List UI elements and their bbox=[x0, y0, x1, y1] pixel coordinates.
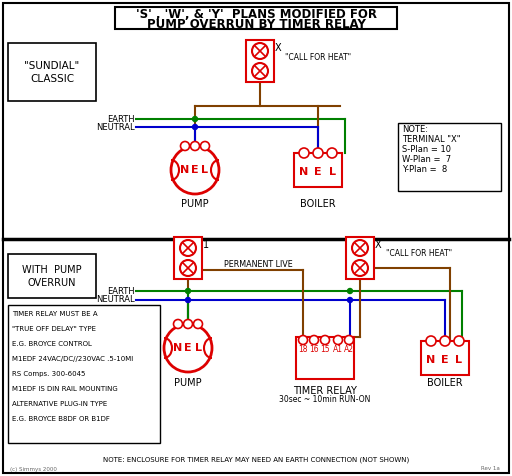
Text: A1: A1 bbox=[333, 346, 343, 355]
FancyBboxPatch shape bbox=[246, 40, 274, 82]
Text: OVERRUN: OVERRUN bbox=[28, 278, 76, 288]
Circle shape bbox=[352, 240, 368, 256]
Text: NOTE:: NOTE: bbox=[402, 126, 428, 135]
Text: CLASSIC: CLASSIC bbox=[30, 74, 74, 84]
Text: PERMANENT LIVE: PERMANENT LIVE bbox=[224, 260, 292, 269]
Circle shape bbox=[181, 141, 189, 150]
Circle shape bbox=[193, 117, 198, 121]
Text: "SUNDIAL": "SUNDIAL" bbox=[25, 61, 80, 71]
Text: PUMP: PUMP bbox=[174, 378, 202, 388]
Circle shape bbox=[193, 125, 198, 129]
Text: X: X bbox=[275, 43, 282, 53]
Circle shape bbox=[440, 336, 450, 346]
Text: E: E bbox=[441, 355, 449, 365]
Circle shape bbox=[185, 298, 190, 303]
Circle shape bbox=[321, 336, 330, 345]
Text: NEUTRAL: NEUTRAL bbox=[96, 296, 135, 305]
FancyBboxPatch shape bbox=[8, 43, 96, 101]
Text: "CALL FOR HEAT": "CALL FOR HEAT" bbox=[285, 53, 351, 62]
Circle shape bbox=[348, 288, 352, 294]
FancyBboxPatch shape bbox=[174, 237, 202, 279]
Text: "CALL FOR HEAT": "CALL FOR HEAT" bbox=[386, 249, 452, 258]
Circle shape bbox=[352, 260, 368, 276]
Text: EARTH: EARTH bbox=[108, 115, 135, 123]
Text: L: L bbox=[456, 355, 462, 365]
FancyBboxPatch shape bbox=[294, 153, 342, 187]
Circle shape bbox=[252, 43, 268, 59]
Text: BOILER: BOILER bbox=[427, 378, 463, 388]
Text: PUMP OVERRUN BY TIMER RELAY: PUMP OVERRUN BY TIMER RELAY bbox=[146, 18, 366, 30]
Circle shape bbox=[348, 298, 352, 303]
Text: 30sec ~ 10min RUN-ON: 30sec ~ 10min RUN-ON bbox=[280, 396, 371, 405]
Circle shape bbox=[180, 240, 196, 256]
Text: NEUTRAL: NEUTRAL bbox=[96, 122, 135, 131]
Circle shape bbox=[313, 148, 323, 158]
Text: N: N bbox=[174, 343, 183, 353]
FancyBboxPatch shape bbox=[421, 341, 469, 375]
Text: PUMP: PUMP bbox=[181, 199, 209, 209]
Text: TIMER RELAY: TIMER RELAY bbox=[293, 386, 357, 396]
Text: A2: A2 bbox=[344, 346, 354, 355]
Circle shape bbox=[171, 146, 219, 194]
Text: "TRUE OFF DELAY" TYPE: "TRUE OFF DELAY" TYPE bbox=[12, 326, 96, 332]
Circle shape bbox=[174, 319, 182, 328]
Text: (c) Simmys 2000: (c) Simmys 2000 bbox=[10, 466, 57, 472]
Text: E: E bbox=[184, 343, 192, 353]
Text: L: L bbox=[202, 165, 208, 175]
Text: WITH  PUMP: WITH PUMP bbox=[22, 265, 82, 275]
Text: N: N bbox=[180, 165, 189, 175]
Text: N: N bbox=[300, 167, 309, 177]
Text: L: L bbox=[329, 167, 335, 177]
Circle shape bbox=[426, 336, 436, 346]
FancyBboxPatch shape bbox=[8, 254, 96, 298]
FancyBboxPatch shape bbox=[346, 237, 374, 279]
Text: Y-Plan =  8: Y-Plan = 8 bbox=[402, 166, 447, 175]
Text: 1: 1 bbox=[203, 240, 209, 250]
FancyBboxPatch shape bbox=[3, 3, 509, 473]
Circle shape bbox=[183, 319, 193, 328]
Text: M1EDF 24VAC/DC//230VAC .5-10MI: M1EDF 24VAC/DC//230VAC .5-10MI bbox=[12, 356, 133, 362]
Text: N: N bbox=[426, 355, 436, 365]
Text: E.G. BROYCE CONTROL: E.G. BROYCE CONTROL bbox=[12, 341, 92, 347]
Text: M1EDF IS DIN RAIL MOUNTING: M1EDF IS DIN RAIL MOUNTING bbox=[12, 386, 118, 392]
Text: 15: 15 bbox=[320, 346, 330, 355]
Text: 18: 18 bbox=[298, 346, 308, 355]
Circle shape bbox=[299, 148, 309, 158]
Text: 'S' , 'W', & 'Y'  PLANS MODIFIED FOR: 'S' , 'W', & 'Y' PLANS MODIFIED FOR bbox=[136, 8, 376, 20]
FancyBboxPatch shape bbox=[8, 305, 160, 443]
Text: L: L bbox=[195, 343, 202, 353]
Text: Rev 1a: Rev 1a bbox=[481, 466, 500, 472]
Circle shape bbox=[201, 141, 209, 150]
Circle shape bbox=[298, 336, 308, 345]
Text: 16: 16 bbox=[309, 346, 319, 355]
Text: W-Plan =  7: W-Plan = 7 bbox=[402, 156, 451, 165]
Text: TIMER RELAY MUST BE A: TIMER RELAY MUST BE A bbox=[12, 311, 98, 317]
Text: RS Comps. 300-6045: RS Comps. 300-6045 bbox=[12, 371, 86, 377]
Text: E.G. BROYCE B8DF OR B1DF: E.G. BROYCE B8DF OR B1DF bbox=[12, 416, 110, 422]
Circle shape bbox=[333, 336, 343, 345]
Text: NOTE: ENCLOSURE FOR TIMER RELAY MAY NEED AN EARTH CONNECTION (NOT SHOWN): NOTE: ENCLOSURE FOR TIMER RELAY MAY NEED… bbox=[103, 457, 409, 463]
Text: ALTERNATIVE PLUG-IN TYPE: ALTERNATIVE PLUG-IN TYPE bbox=[12, 401, 107, 407]
Circle shape bbox=[252, 63, 268, 79]
FancyBboxPatch shape bbox=[115, 7, 397, 29]
Text: E: E bbox=[314, 167, 322, 177]
Text: EARTH: EARTH bbox=[108, 287, 135, 296]
FancyBboxPatch shape bbox=[398, 123, 501, 191]
Circle shape bbox=[345, 336, 353, 345]
Circle shape bbox=[194, 319, 203, 328]
Circle shape bbox=[164, 324, 212, 372]
Text: S-Plan = 10: S-Plan = 10 bbox=[402, 146, 451, 155]
Text: TERMINAL "X": TERMINAL "X" bbox=[402, 136, 460, 145]
Circle shape bbox=[185, 288, 190, 294]
Circle shape bbox=[327, 148, 337, 158]
Circle shape bbox=[180, 260, 196, 276]
Circle shape bbox=[309, 336, 318, 345]
Circle shape bbox=[190, 141, 200, 150]
Text: BOILER: BOILER bbox=[300, 199, 336, 209]
Text: X: X bbox=[375, 240, 381, 250]
Text: E: E bbox=[191, 165, 199, 175]
Circle shape bbox=[454, 336, 464, 346]
FancyBboxPatch shape bbox=[296, 337, 354, 379]
